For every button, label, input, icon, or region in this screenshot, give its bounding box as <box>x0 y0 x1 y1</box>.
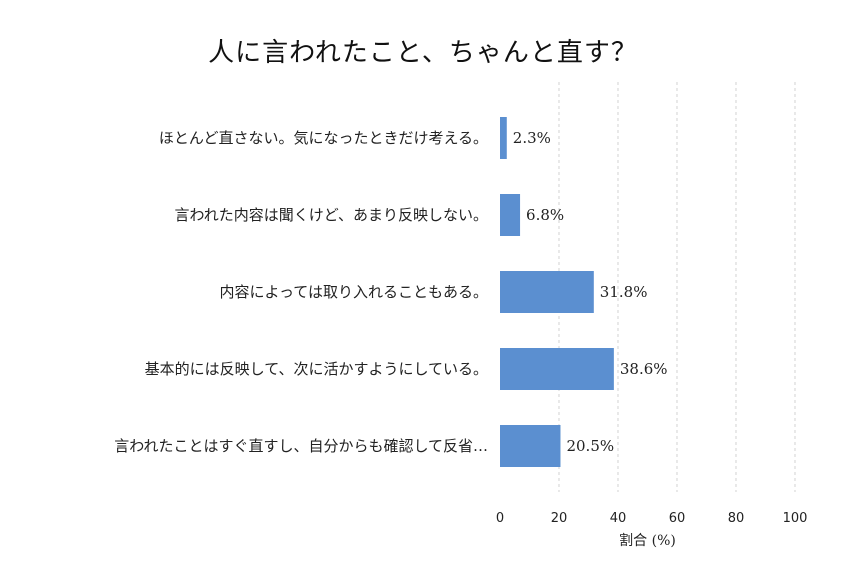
grid-lines <box>558 82 796 492</box>
x-tick-label: 20 <box>551 511 568 526</box>
value-label: 20.5% <box>566 437 614 455</box>
category-label: 言われた内容は聞くけど、あまり反映しない。 <box>174 206 488 224</box>
x-tick-label: 40 <box>610 511 627 526</box>
bars <box>500 117 614 467</box>
bar <box>500 194 521 236</box>
x-tick-label: 100 <box>783 511 808 526</box>
value-label: 31.8% <box>600 283 648 301</box>
category-labels: ほとんど直さない。気になったときだけ考える。言われた内容は聞くけど、あまり反映し… <box>114 129 488 455</box>
bar <box>500 271 594 313</box>
chart-title: 人に言われたこと、ちゃんと直す？ <box>208 38 638 68</box>
x-axis-title: 割合 (%) <box>619 532 676 549</box>
category-label: 内容によっては取り入れることもある。 <box>219 283 488 301</box>
bar <box>500 348 614 390</box>
category-label: 基本的には反映して、次に活かすようにしている。 <box>145 360 488 378</box>
bar <box>500 425 561 467</box>
category-label: 言われたことはすぐ直すし、自分からも確認して反省… <box>114 437 488 455</box>
bar <box>500 117 507 159</box>
x-tick-label: 0 <box>496 511 504 526</box>
value-labels: 2.3% 6.8% 31.8% 38.6% 20.5% <box>513 129 668 455</box>
x-tick-label: 80 <box>728 511 745 526</box>
value-label: 2.3% <box>513 129 551 147</box>
value-label: 6.8% <box>526 206 564 224</box>
x-tick-label: 60 <box>669 511 686 526</box>
category-label: ほとんど直さない。気になったときだけ考える。 <box>159 129 488 147</box>
x-tick-labels: 0 20 40 60 80 100 <box>496 511 808 526</box>
value-label: 38.6% <box>620 360 668 378</box>
